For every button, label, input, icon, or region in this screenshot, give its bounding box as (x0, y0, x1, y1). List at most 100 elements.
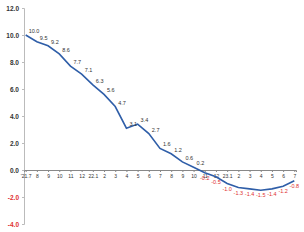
data-label: -1.2 (278, 188, 287, 194)
x-tick: 12 (79, 170, 85, 179)
x-tick-label: 6 (148, 173, 151, 179)
data-label: -1.0 (222, 186, 231, 192)
x-tick-label: 4 (260, 173, 263, 179)
data-label: -0.8 (290, 183, 299, 189)
x-tick-label: 10 (57, 173, 63, 179)
y-tick-label: 6.0 (10, 86, 19, 93)
x-tick: 10 (57, 170, 63, 179)
x-tick: 9 (181, 170, 184, 179)
data-label: -1.4 (267, 191, 276, 197)
data-label: 8.6 (62, 47, 70, 53)
data-label: 3.4 (141, 117, 149, 123)
y-tick-mark (22, 8, 24, 9)
data-label: 10.0 (29, 28, 40, 34)
x-tick: 8 (170, 170, 173, 179)
x-tick-label: '21.7 (21, 173, 32, 179)
data-label: 0.6 (185, 155, 193, 161)
y-tick-mark (22, 224, 24, 225)
data-label: 7.7 (73, 59, 81, 65)
x-tick: 2 (237, 170, 240, 179)
x-tick-label: 7 (159, 173, 162, 179)
data-label: 7.1 (85, 67, 93, 73)
x-tick-label: 10 (191, 173, 197, 179)
x-axis: '21.78910111222.12345678910111223.123456… (21, 170, 297, 179)
y-tick-mark (22, 197, 24, 198)
x-tick: 6 (282, 170, 285, 179)
data-label: -1.3 (234, 190, 243, 196)
x-tick: 3 (114, 170, 117, 179)
x-tick-label: 8 (170, 173, 173, 179)
x-tick: 4 (260, 170, 263, 179)
data-labels: 10.09.59.28.67.77.16.35.64.73.13.42.71.6… (29, 28, 299, 198)
y-tick-label: 0.0 (10, 167, 19, 174)
data-label: 5.6 (107, 87, 115, 93)
x-tick: '21.7 (21, 170, 32, 179)
x-tick: 7 (159, 170, 162, 179)
y-tick-mark (22, 35, 24, 36)
x-tick: 5 (271, 170, 274, 179)
x-tick-label: 23.1 (223, 173, 233, 179)
y-tick-mark (22, 143, 24, 144)
plot: -4.0 -2.0 0.0 2.0 4.0 6.0 8.0 10.0 12.0 '21.7 8 9 10… (6, 5, 299, 228)
data-label: -0.2 (200, 175, 209, 181)
y-tick: 8.0 (10, 59, 24, 66)
x-tick-label: 5 (137, 173, 140, 179)
x-tick-label: 3 (249, 173, 252, 179)
data-label: 1.6 (163, 141, 171, 147)
y-tick-label: 4.0 (10, 113, 19, 120)
y-tick-mark (22, 89, 24, 90)
data-label: -1.4 (245, 191, 254, 197)
y-tick: 12.0 (6, 5, 24, 12)
x-tick: 6 (148, 170, 151, 179)
y-tick-mark (22, 62, 24, 63)
y-axis: -4.0 -2.0 0.0 2.0 4.0 6.0 8.0 10.0 12.0 (6, 5, 24, 228)
x-tick: 7 (293, 170, 296, 179)
x-tick-label: 9 (181, 173, 184, 179)
x-tick: 22.1 (88, 170, 98, 179)
x-tick-label: 2 (103, 173, 106, 179)
data-label: 4.7 (118, 100, 126, 106)
x-tick-label: 3 (114, 173, 117, 179)
x-tick-label: 22.1 (88, 173, 98, 179)
x-tick-label: 9 (47, 173, 50, 179)
y-tick-label: -2.0 (8, 194, 20, 201)
y-tick-mark (22, 116, 24, 117)
x-tick-label: 12 (79, 173, 85, 179)
y-tick-label: 2.0 (10, 140, 19, 147)
x-tick: 3 (249, 170, 252, 179)
y-tick: 4.0 (10, 113, 24, 120)
x-tick: 4 (126, 170, 129, 179)
y-tick: 10.0 (6, 32, 24, 39)
y-tick-label: 10.0 (6, 32, 19, 39)
x-tick-label: 4 (126, 173, 129, 179)
x-tick: 10 (191, 170, 197, 179)
y-tick-label: -4.0 (8, 221, 20, 228)
x-tick-label: 2 (237, 173, 240, 179)
data-label: 2.7 (152, 127, 160, 133)
y-tick: -4.0 (8, 221, 24, 228)
x-tick: 9 (47, 170, 50, 179)
y-tick-mark (22, 170, 24, 171)
data-label: 1.2 (174, 147, 182, 153)
data-label: 0.2 (197, 160, 205, 166)
x-tick-label: 5 (271, 173, 274, 179)
y-axis-line (22, 9, 25, 225)
x-tick-label: 7 (293, 173, 296, 179)
x-tick-label: 6 (282, 173, 285, 179)
data-label: -1.5 (256, 192, 265, 198)
y-tick: -2.0 (8, 194, 24, 201)
x-tick: 5 (137, 170, 140, 179)
data-label: 3.1 (129, 121, 137, 127)
x-tick: 2 (103, 170, 106, 179)
data-label: 6.3 (96, 78, 104, 84)
x-tick: 11 (68, 170, 73, 179)
data-label: 9.5 (40, 35, 48, 41)
y-tick-label: 8.0 (10, 59, 19, 66)
line (26, 35, 295, 190)
data-label: -0.5 (211, 179, 220, 185)
x-tick-label: 8 (36, 173, 39, 179)
chart: -4.0 -2.0 0.0 2.0 4.0 6.0 8.0 10.0 12.0 '21.7 8 9 10… (0, 0, 304, 232)
y-tick: 2.0 (10, 140, 24, 147)
x-tick: 23.1 (223, 170, 233, 179)
x-tick-label: 11 (68, 173, 73, 179)
